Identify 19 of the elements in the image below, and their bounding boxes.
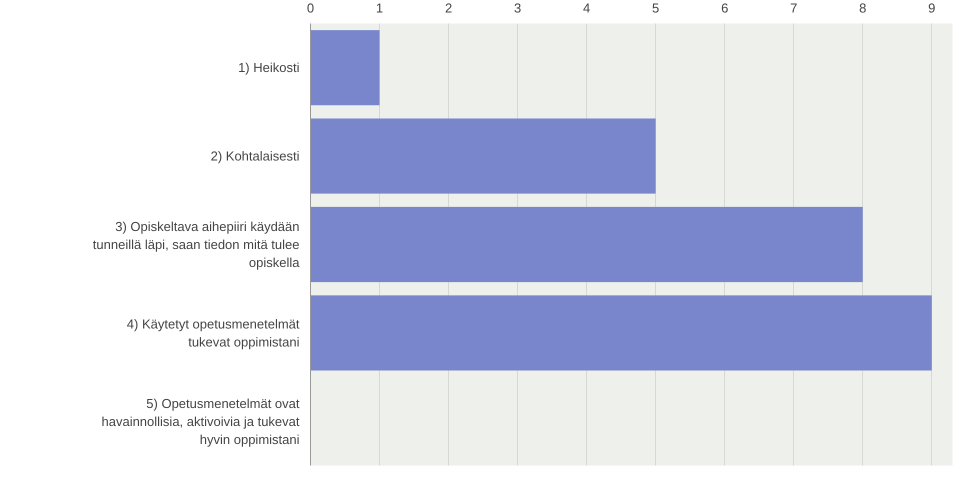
x-tick-label: 4 — [583, 0, 590, 16]
x-tick-label: 8 — [859, 0, 866, 16]
y-tick-label: 1) Heikosti — [238, 60, 300, 76]
bar — [310, 118, 656, 194]
x-tick-label: 6 — [721, 0, 728, 16]
y-tick-label: 3) Opiskeltava aihepiiri käydään tunneillä läpi, saan tiedon mitä tulee opiskella — [92, 219, 300, 270]
x-tick-label: 1 — [376, 0, 384, 16]
x-tick-label: 9 — [928, 0, 936, 16]
x-tick-label: 2 — [444, 0, 452, 16]
x-tick-label: 7 — [790, 0, 798, 16]
x-tick-label: 5 — [652, 0, 660, 16]
bar — [310, 30, 380, 106]
bar — [310, 295, 932, 370]
y-tick-label: 4) Käytetyt opetusmenetelmät tukevat oppimistani — [126, 316, 300, 350]
y-tick-label: 5) Opetusmenetelmät ovat havainnollisia, aktivoivia ja tukevat hyvin oppimistani — [102, 396, 300, 447]
bar — [310, 206, 863, 282]
y-tick-label: 2) Kohtalaisesti — [210, 148, 300, 164]
x-tick-label: 0 — [306, 0, 314, 16]
x-tick-label: 3 — [514, 0, 522, 16]
